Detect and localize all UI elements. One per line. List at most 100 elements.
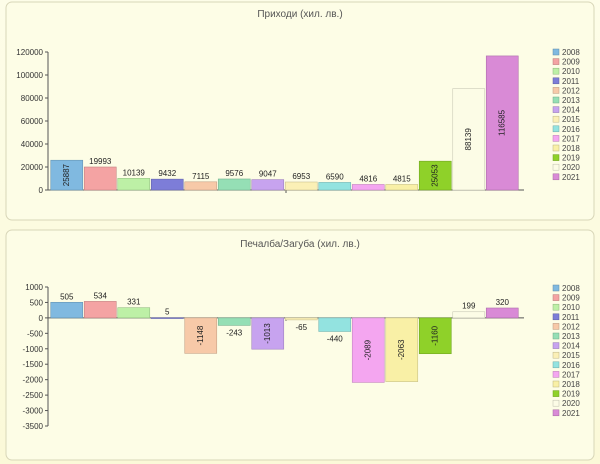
revenue-data-label-2018: 4815 [393,174,411,183]
revenue-y-tick-label: 100000 [16,71,43,80]
revenue-legend-swatch-2017 [552,135,560,142]
profit-bar-2009 [83,301,117,319]
revenue-data-label-2015: 6953 [292,172,310,181]
profit-y-tick-label: -2500 [23,391,44,400]
revenue-legend-swatch-2021 [552,173,560,181]
revenue-legend-swatch-2018 [552,144,560,152]
profit-legend-label-2019: 2019 [562,390,580,399]
revenue-legend-label-2020: 2020 [562,163,580,172]
profit-legend-swatch-2008 [552,284,560,292]
revenue-legend-swatch-2009 [552,58,560,65]
revenue-bar-2018 [385,184,419,191]
profit-legend-label-2008: 2008 [562,284,580,293]
profit-data-label-2009: 534 [94,291,108,300]
revenue-data-label-2021: 116585 [498,109,507,136]
revenue-legend-label-2009: 2009 [562,58,580,67]
revenue-legend-label-2019: 2019 [562,154,580,163]
profit-chart-bars: 505 534 331 5 -1148 -243 -1013 -65 -440 -2089 -206… [50,291,519,383]
revenue-data-label-2019: 25053 [431,164,440,187]
revenue-data-label-2011: 9432 [158,169,176,178]
profit-legend-label-2015: 2015 [562,351,580,360]
revenue-y-tick-label: 60000 [21,117,44,126]
profit-data-label-2021: 320 [496,298,510,307]
profit-legend-swatch-2011 [552,313,560,321]
profit-data-label-2010: 331 [127,298,141,307]
revenue-data-label-2014: 9047 [259,170,277,179]
profit-y-tick-label: 0 [39,314,44,323]
profit-legend-label-2017: 2017 [562,370,580,379]
revenue-bar-2012 [184,181,218,191]
profit-legend-label-2012: 2012 [562,322,580,331]
revenue-chart-legend: 2008200920102011201220132014201520162017… [552,48,580,182]
revenue-data-label-2012: 7115 [192,172,210,181]
revenue-data-label-2013: 9576 [225,169,243,178]
profit-bar-2017 [351,317,385,383]
profit-legend-label-2013: 2013 [562,332,580,341]
profit-bar-2021 [485,307,519,319]
profit-chart-title: Печалба/Загуба (хил. лв.) [240,238,360,250]
profit-y-tick-label: -3500 [23,422,44,431]
revenue-data-label-2017: 4816 [359,174,377,183]
profit-legend-swatch-2017 [552,371,560,378]
profit-chart-panel [5,229,595,461]
revenue-legend-label-2015: 2015 [562,115,580,124]
profit-y-tick-label: -2000 [23,376,44,385]
profit-legend-swatch-2012 [552,323,560,330]
profit-legend-label-2009: 2009 [562,294,580,303]
profit-data-label-2018: -2063 [397,339,406,360]
revenue-bar-2008 [50,159,84,191]
revenue-legend-swatch-2020 [552,163,560,171]
profit-bar-2018 [385,317,419,382]
profit-y-tick-label: -500 [27,329,44,338]
revenue-y-tick-label: 120000 [16,48,43,57]
profit-bar-2016 [318,317,352,332]
revenue-legend-label-2010: 2010 [562,67,580,76]
revenue-data-label-2010: 10139 [123,168,146,177]
profit-bar-2014 [251,317,285,350]
profit-y-tick-label: 500 [30,298,44,307]
revenue-chart-title: Приходи (хил. лв.) [257,9,342,20]
profit-y-tick-label: -3000 [23,407,44,416]
profit-legend-swatch-2009 [552,294,560,301]
profit-legend-swatch-2013 [552,332,560,340]
profit-legend-swatch-2010 [552,303,560,311]
profit-bar-2020 [452,311,486,319]
profit-data-label-2015: -65 [295,323,307,332]
revenue-legend-label-2013: 2013 [562,96,580,105]
revenue-legend-swatch-2015 [552,115,560,123]
profit-legend-label-2021: 2021 [562,409,580,418]
revenue-bar-2017 [351,184,385,191]
profit-y-tick-label: -1000 [23,345,44,354]
profit-bar-2011 [150,317,184,319]
profit-bar-2015 [284,317,318,321]
profit-legend-swatch-2021 [552,409,560,417]
revenue-legend-label-2016: 2016 [562,125,580,134]
profit-data-label-2013: -243 [226,328,243,337]
profit-legend-swatch-2020 [552,399,560,407]
revenue-data-label-2008: 25887 [62,163,71,186]
revenue-y-tick-label: 40000 [21,140,44,149]
revenue-legend-swatch-2019 [552,154,560,161]
profit-legend-label-2014: 2014 [562,342,580,351]
profit-legend-swatch-2018 [552,380,560,388]
revenue-chart-bars: 25887 19993 10139 9432 7115 9576 9047 6953 6590 4… [50,55,519,191]
revenue-bar-2013 [217,178,251,191]
profit-chart-legend: 2008200920102011201220132014201520162017… [552,284,580,418]
profit-bar-2013 [217,317,251,326]
profit-bar-2008 [50,301,84,319]
profit-data-label-2016: -440 [327,334,344,343]
profit-data-label-2012: -1148 [196,325,205,345]
profit-legend-label-2020: 2020 [562,399,580,408]
revenue-legend-label-2014: 2014 [562,106,580,115]
profit-legend-swatch-2019 [552,390,560,397]
profit-legend-label-2010: 2010 [562,303,580,312]
revenue-data-label-2016: 6590 [326,172,344,181]
profit-bar-2012 [184,317,218,354]
revenue-legend-label-2017: 2017 [562,134,580,143]
profit-legend-swatch-2014 [552,342,560,349]
revenue-legend-swatch-2016 [552,125,560,133]
revenue-data-label-2020: 88139 [464,128,473,151]
revenue-bar-2020 [452,88,486,191]
revenue-legend-label-2021: 2021 [562,173,580,182]
revenue-legend-swatch-2008 [552,48,560,56]
